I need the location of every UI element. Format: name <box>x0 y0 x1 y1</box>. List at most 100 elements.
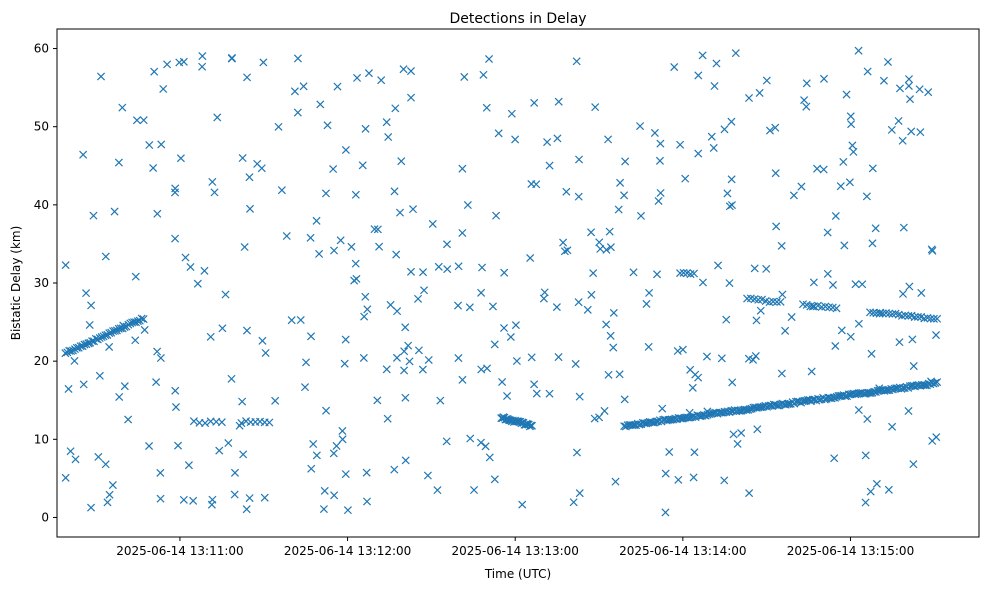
scatter-point <box>904 311 913 320</box>
scatter-point <box>871 224 880 233</box>
scatter-point <box>616 178 625 187</box>
scatter-point <box>260 493 269 502</box>
scatter-point <box>771 123 780 132</box>
scatter-point <box>777 241 786 250</box>
scatter-point <box>562 187 571 196</box>
scatter-point <box>665 447 674 456</box>
y-tick-label: 50 <box>34 120 49 134</box>
scatter-point <box>227 374 236 383</box>
scatter-point <box>329 449 338 458</box>
scatter-point <box>465 303 474 312</box>
scatter-point <box>620 191 629 200</box>
scatter-point <box>258 336 267 345</box>
scatter-point <box>400 366 409 375</box>
scatter-point <box>351 190 360 199</box>
scatter-point <box>644 342 653 351</box>
scatter-point <box>336 236 345 245</box>
x-tick-label: 2025-06-14 13:11:00 <box>116 544 243 558</box>
scatter-point <box>293 54 302 63</box>
scatter-point <box>137 314 146 323</box>
scatter-point <box>554 97 563 106</box>
scatter-point <box>847 120 856 129</box>
scatter-point <box>540 288 549 297</box>
scatter-point <box>500 268 509 277</box>
scatter-point <box>530 98 539 107</box>
scatter-point <box>139 315 148 324</box>
scatter-point <box>393 307 402 316</box>
scatter-point <box>686 365 695 374</box>
y-axis: 0 10 20 30 40 50 60 <box>34 42 57 524</box>
scatter-point <box>809 278 818 287</box>
scatter-point <box>71 455 80 464</box>
scatter-point <box>545 389 554 398</box>
scatter-point <box>830 454 839 463</box>
scatter-point <box>477 288 486 297</box>
scatter-point <box>574 192 583 201</box>
scatter-point <box>156 354 165 363</box>
scatter-point <box>132 116 141 125</box>
x-axis-label: Time (UTC) <box>484 567 551 581</box>
scatter-point <box>917 288 926 297</box>
scatter-point <box>238 397 247 406</box>
scatter-point <box>341 470 350 479</box>
scatter-point <box>920 314 929 323</box>
scatter-point <box>96 72 106 81</box>
scatter-point <box>866 487 875 496</box>
scatter-point <box>907 127 916 136</box>
scatter-point <box>179 57 188 66</box>
scatter-point <box>569 498 578 507</box>
scatter-point <box>173 441 183 450</box>
scatter-point <box>882 386 891 395</box>
scatter-point <box>869 308 878 317</box>
scatter-point <box>885 309 894 318</box>
scatter-point <box>904 81 913 90</box>
scatter-point <box>545 161 554 170</box>
scatter-point <box>293 108 302 117</box>
scatter-point <box>543 138 552 147</box>
scatter-point <box>772 222 781 231</box>
scatter-point <box>655 156 664 165</box>
scatter-point <box>628 421 637 430</box>
scatter-point <box>397 157 406 166</box>
scatter-point <box>230 490 239 499</box>
scatter-point <box>868 164 877 173</box>
x-tick-label: 2025-06-14 13:12:00 <box>284 544 411 558</box>
scatter-point <box>333 82 342 91</box>
scatter-point <box>772 297 781 306</box>
scatter-point <box>609 343 618 352</box>
scatter-point <box>307 464 316 473</box>
scatter-point <box>61 473 70 482</box>
scatter-point <box>554 353 563 362</box>
scatter-point <box>362 497 372 506</box>
scatter-point <box>423 471 432 480</box>
scatter-point <box>490 475 499 484</box>
scatter-point <box>494 129 503 138</box>
scatter-point <box>213 113 222 122</box>
scatter-point <box>149 163 158 173</box>
scatter-point <box>483 364 492 373</box>
scatter-point <box>406 267 416 276</box>
scatter-point <box>434 262 443 271</box>
scatter-point <box>458 228 467 237</box>
scatter-point <box>881 308 891 318</box>
scatter-point <box>797 182 806 191</box>
scatter-point <box>124 415 133 424</box>
scatter-point <box>927 245 936 254</box>
scatter-point <box>341 145 350 155</box>
scatter-point <box>87 503 96 512</box>
scatter-point <box>282 231 291 241</box>
scatter-point <box>778 290 787 299</box>
y-axis-label: Bistatic Delay (km) <box>9 226 23 341</box>
scatter-point <box>352 274 361 283</box>
scatter-point <box>105 490 114 499</box>
scatter-point <box>702 352 711 361</box>
scatter-point <box>338 426 347 435</box>
chart-title: Detections in Delay <box>449 11 586 27</box>
scatter-point <box>636 122 645 131</box>
scatter-point <box>399 65 408 74</box>
scatter-point <box>322 406 331 415</box>
scatter-point <box>95 371 104 380</box>
scatter-point <box>745 489 754 498</box>
scatter-point <box>823 228 832 237</box>
